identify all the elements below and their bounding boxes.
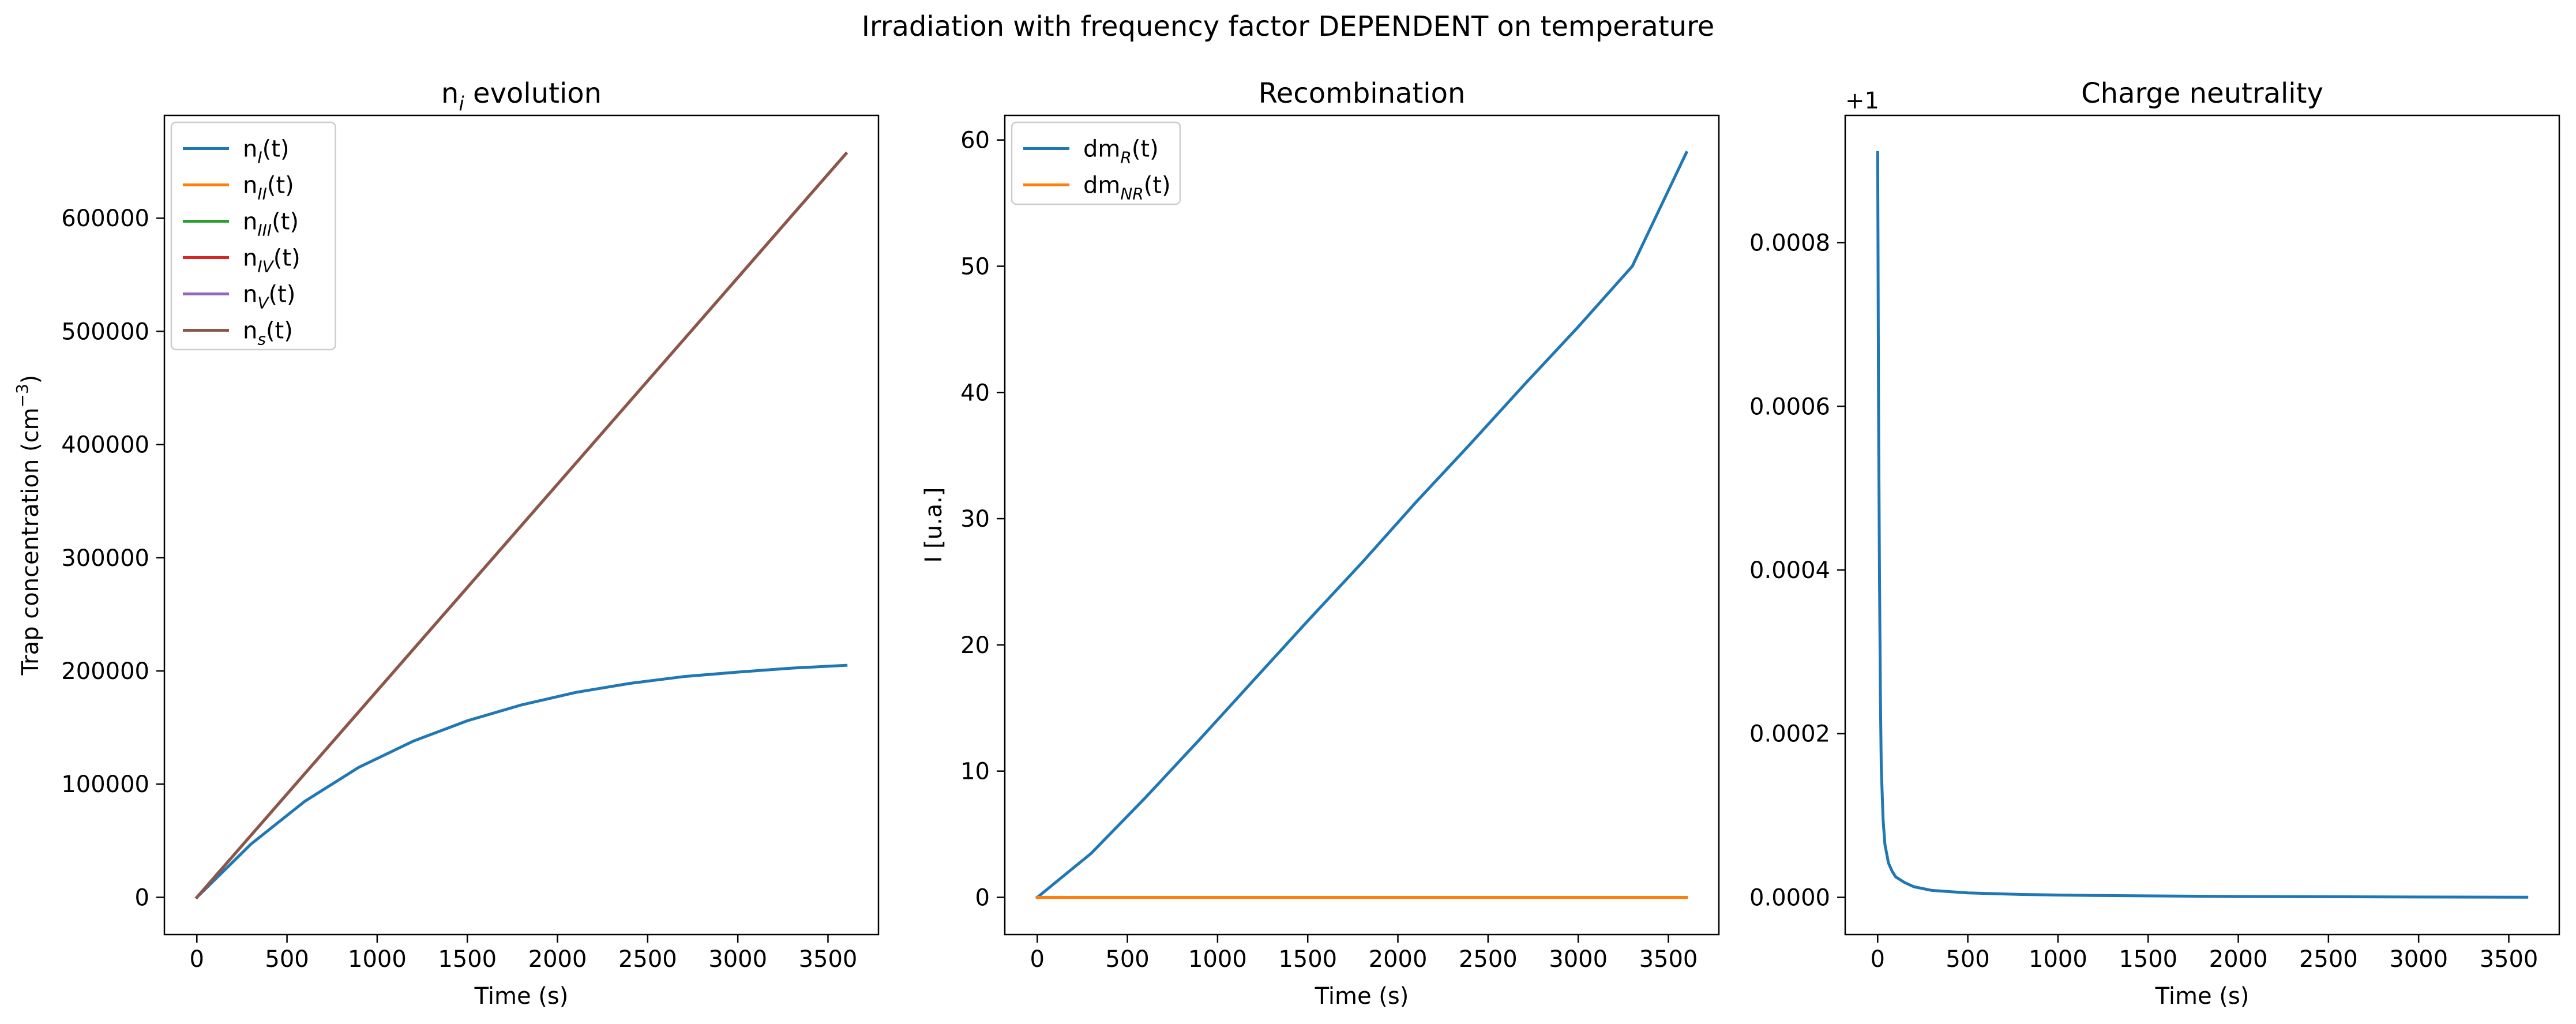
y-axis-label: Trap concentration (cm−3) [13, 375, 44, 676]
y-tick-label: 0.0000 [1749, 884, 1830, 911]
x-tick-label: 3000 [708, 946, 767, 973]
legend-label: nII(t) [243, 172, 294, 204]
y-tick-label: 10 [960, 759, 990, 785]
series-line [1035, 151, 1689, 900]
legend-label: nI(t) [243, 136, 290, 167]
y-tick-label: 0.0004 [1749, 557, 1830, 584]
x-tick-label: 0 [190, 946, 204, 973]
legend-label: ns(t) [243, 318, 293, 349]
legend-item: dmNR(t) [1023, 172, 1171, 204]
x-tick-label: 2500 [2299, 946, 2358, 973]
legend-label: nV(t) [243, 282, 295, 313]
y-tick-label: 20 [960, 632, 990, 659]
x-axis-label: Time (s) [2155, 983, 2250, 1010]
y-tick-label: 50 [960, 253, 990, 280]
x-tick-label: 1500 [2119, 946, 2177, 973]
y-tick-label: 0 [135, 884, 149, 911]
legend-item: nV(t) [183, 282, 295, 313]
figure-suptitle: Irradiation with frequency factor DEPEND… [862, 10, 1715, 43]
legend-label: nIV(t) [243, 245, 301, 276]
y-tick-label: 300000 [61, 545, 149, 572]
legend: nI(t) nII(t) nIII(t) nIV(t) nV(t) ns(t) [170, 121, 336, 351]
legend-label: dmNR(t) [1083, 172, 1171, 204]
legend-item: nII(t) [183, 172, 294, 204]
legend-item: nIII(t) [183, 209, 299, 240]
x-tick-label: 2000 [2209, 946, 2268, 973]
x-tick-label: 2500 [618, 946, 677, 973]
y-tick-label: 40 [960, 380, 990, 406]
chart-title: Recombination [1259, 77, 1466, 110]
y-offset-text: +1 [1845, 88, 1879, 114]
x-tick-label: 1000 [348, 946, 407, 973]
y-tick-label: 0 [975, 884, 990, 911]
x-tick-label: 1500 [438, 946, 497, 973]
x-tick-label: 3500 [1639, 946, 1698, 973]
y-tick-label: 200000 [61, 658, 149, 685]
x-tick-label: 2000 [1369, 946, 1428, 973]
series-line [194, 663, 848, 900]
axes-frame [163, 114, 880, 936]
chart-title: ni evolution [441, 77, 602, 115]
x-tick-label: 500 [1946, 946, 1989, 973]
legend-item: ns(t) [183, 318, 293, 349]
x-tick-label: 2500 [1459, 946, 1518, 973]
x-tick-label: 500 [265, 946, 309, 973]
y-tick-label: 0.0002 [1749, 721, 1830, 748]
legend-item: nI(t) [183, 136, 290, 167]
x-tick-label: 1500 [1278, 946, 1337, 973]
y-tick-label: 0.0006 [1749, 393, 1830, 420]
x-tick-label: 0 [1871, 946, 1885, 973]
y-tick-label: 600000 [61, 205, 149, 232]
x-tick-label: 2000 [528, 946, 587, 973]
legend-label: dmR(t) [1083, 136, 1159, 167]
x-tick-label: 3000 [2389, 946, 2448, 973]
x-tick-label: 0 [1030, 946, 1045, 973]
axes-frame [1844, 114, 2560, 936]
x-tick-label: 500 [1105, 946, 1149, 973]
chart-panel-1: ni evolution 0 500 1000 1500 2000 2500 3000 3500… [13, 77, 880, 1010]
x-tick-label: 1000 [1188, 946, 1247, 973]
chart-title: Charge neutrality [2081, 77, 2323, 110]
x-axis-label: Time (s) [474, 983, 569, 1010]
y-axis-label: I [u.a.] [921, 487, 947, 562]
legend: dmR(t) dmNR(t) [1011, 121, 1181, 205]
y-tick-label: 60 [960, 127, 990, 154]
x-axis-label: Time (s) [1315, 983, 1409, 1010]
axes-frame [1004, 114, 1720, 936]
x-tick-label: 3500 [2480, 946, 2539, 973]
series-line [1876, 151, 2529, 899]
y-tick-label: 500000 [61, 318, 149, 345]
y-tick-label: 0.0008 [1749, 230, 1830, 257]
x-tick-label: 3000 [1549, 946, 1608, 973]
chart-panel-3: Charge neutrality 0 500 1000 1500 2000 2500 300… [1749, 77, 2560, 1010]
x-tick-label: 3500 [799, 946, 858, 973]
x-tick-label: 1000 [2029, 946, 2087, 973]
y-tick-label: 100000 [61, 771, 149, 798]
legend-label: nIII(t) [243, 209, 299, 240]
legend-item: nIV(t) [183, 245, 301, 276]
series-line [194, 151, 848, 900]
y-tick-label: 30 [960, 506, 990, 532]
y-tick-label: 400000 [61, 432, 149, 459]
legend-item: dmR(t) [1023, 136, 1159, 167]
